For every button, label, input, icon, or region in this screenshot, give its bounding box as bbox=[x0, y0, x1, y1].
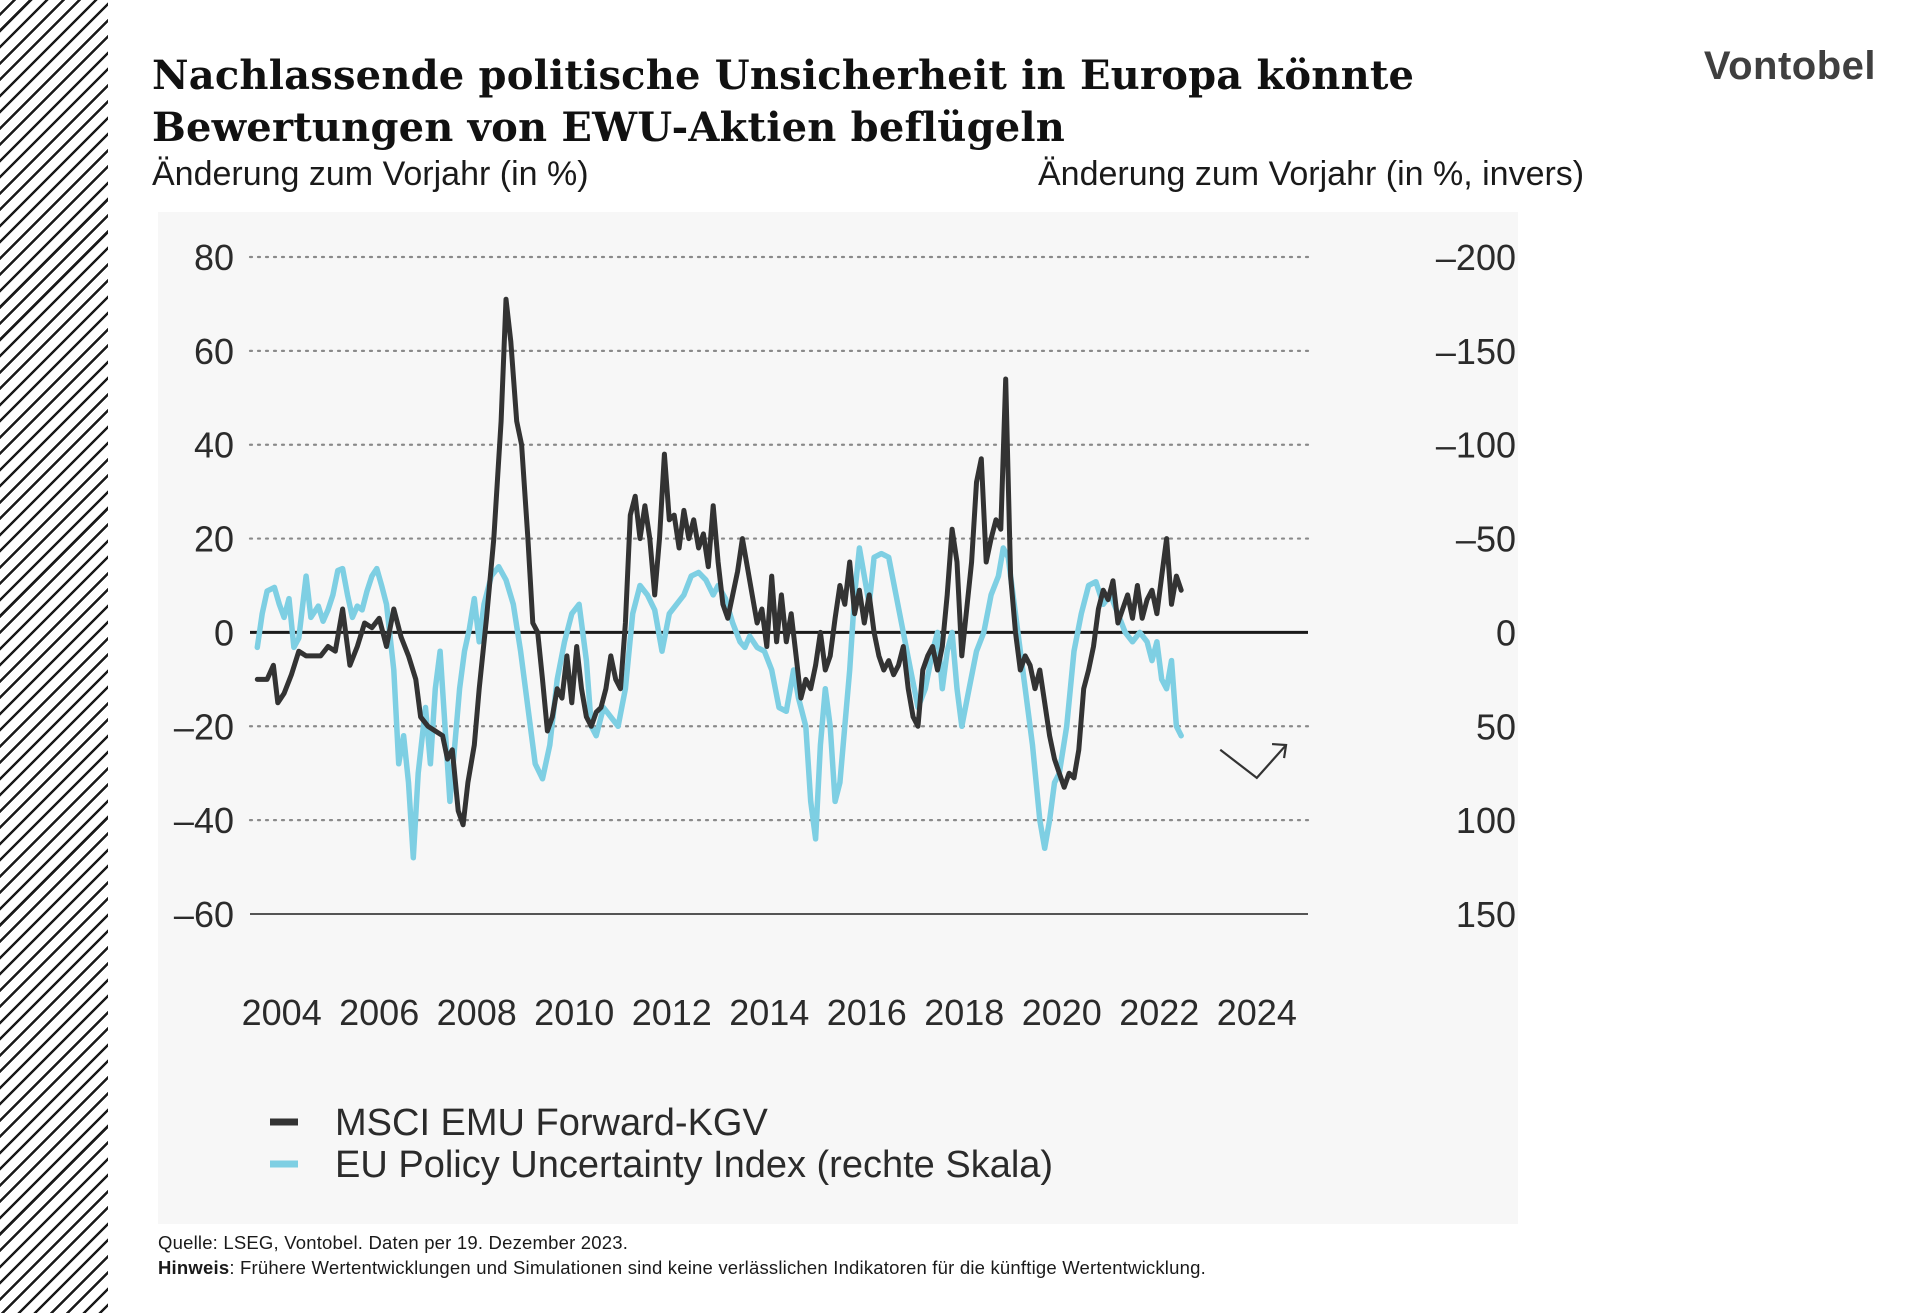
left-tick-label: 0 bbox=[214, 612, 234, 653]
right-tick-label: 150 bbox=[1456, 894, 1516, 935]
left-axis-ticks: 80 60 40 20 0 –20 –40 –60 bbox=[174, 237, 234, 935]
left-tick-label: –40 bbox=[174, 800, 234, 841]
right-axis-ticks: –200 –150 –100 –50 0 50 100 150 bbox=[1436, 237, 1516, 935]
x-tick-label: 2008 bbox=[437, 992, 517, 1033]
right-tick-label: –200 bbox=[1436, 237, 1516, 278]
right-tick-label: 100 bbox=[1456, 800, 1516, 841]
x-tick-label: 2006 bbox=[339, 992, 419, 1033]
x-axis-ticks: 2004 2006 2008 2010 2012 2014 2016 2018 2020 2022… bbox=[242, 992, 1297, 1033]
x-tick-label: 2010 bbox=[534, 992, 614, 1033]
right-tick-label: –50 bbox=[1456, 519, 1516, 560]
left-tick-label: 60 bbox=[194, 331, 234, 372]
source-note: Quelle: LSEG, Vontobel. Daten per 19. De… bbox=[158, 1232, 629, 1253]
reversal-arrow-annotation bbox=[1219, 742, 1288, 780]
disclaimer-label: Hinweis bbox=[158, 1257, 230, 1278]
arrow-head bbox=[1271, 742, 1288, 759]
left-tick-label: –60 bbox=[174, 894, 234, 935]
x-tick-label: 2014 bbox=[729, 992, 809, 1033]
right-axis-title: Änderung zum Vorjahr (in %, invers) bbox=[1038, 155, 1585, 193]
x-tick-label: 2012 bbox=[632, 992, 712, 1033]
page-title: Nachlassende politische Unsicherheit in … bbox=[152, 52, 1415, 151]
series-lines bbox=[254, 296, 1184, 861]
right-tick-label: 50 bbox=[1476, 706, 1516, 747]
chart-legend: MSCI EMU Forward-KGV EU Policy Uncertain… bbox=[270, 1102, 1053, 1186]
left-tick-label: –20 bbox=[174, 706, 234, 747]
left-axis-title: Änderung zum Vorjahr (in %) bbox=[152, 155, 589, 193]
right-tick-label: –100 bbox=[1436, 425, 1516, 466]
x-tick-label: 2016 bbox=[827, 992, 907, 1033]
chart-panel: 80 60 40 20 0 –20 –40 –60 –200 –150 –100 –50 0 50 100… bbox=[158, 212, 1518, 1224]
x-tick-label: 2022 bbox=[1119, 992, 1199, 1033]
left-tick-label: 80 bbox=[194, 237, 234, 278]
disclaimer-text: : Frühere Wertentwicklungen und Simulati… bbox=[229, 1257, 1206, 1278]
legend-label-epu: EU Policy Uncertainty Index (rechte Skal… bbox=[335, 1144, 1053, 1186]
left-tick-label: 20 bbox=[194, 519, 234, 560]
right-tick-label: 0 bbox=[1496, 612, 1516, 653]
disclaimer-note: Hinweis: Frühere Wertentwicklungen und S… bbox=[158, 1257, 1206, 1279]
x-tick-label: 2018 bbox=[924, 992, 1004, 1033]
x-tick-label: 2020 bbox=[1022, 992, 1102, 1033]
msci-emu-forward-kgv-line bbox=[254, 296, 1184, 828]
left-tick-label: 40 bbox=[194, 425, 234, 466]
right-tick-label: –150 bbox=[1436, 331, 1516, 372]
x-tick-label: 2004 bbox=[242, 992, 322, 1033]
x-tick-label: 2024 bbox=[1217, 992, 1297, 1033]
arrow-path bbox=[1219, 744, 1287, 780]
hatched-side-decoration bbox=[0, 0, 108, 1313]
line-chart: 80 60 40 20 0 –20 –40 –60 –200 –150 –100 –50 0 50 100… bbox=[174, 237, 1516, 1186]
vontobel-logo: Vontobel bbox=[1703, 44, 1876, 88]
legend-label-msci: MSCI EMU Forward-KGV bbox=[335, 1102, 768, 1144]
